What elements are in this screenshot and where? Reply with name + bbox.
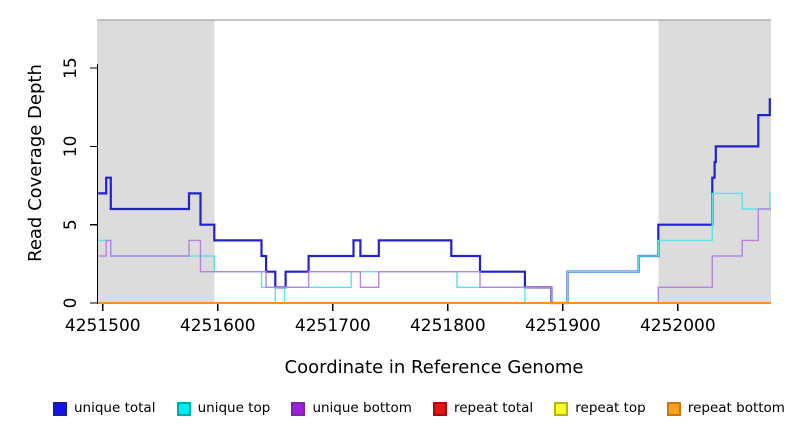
shaded-region-left — [97, 20, 215, 303]
x-tick-label: 4251800 — [410, 316, 486, 336]
legend-label: repeat bottom — [687, 400, 785, 417]
legend-label: repeat total — [453, 400, 534, 417]
x-tick-label: 4251700 — [295, 316, 371, 336]
y-axis-title: Read Coverage Depth — [25, 64, 46, 262]
x-tick-label: 4251600 — [180, 316, 256, 336]
x-axis-title: Coordinate in Reference Genome — [284, 357, 584, 378]
x-tick-label: 4251900 — [525, 316, 601, 336]
legend-swatch-icon — [554, 402, 569, 416]
coverage-chart: 0 5 10 15 4251500 4251600 4251700 4251800 425190… — [61, 19, 771, 336]
legend-swatch-icon — [176, 402, 191, 416]
legend-label: repeat top — [575, 400, 646, 417]
y-tick-label: 10 — [61, 136, 81, 158]
legend-item-repeat-top: repeat top — [554, 400, 646, 417]
y-tick-label: 0 — [61, 298, 81, 309]
legend-item-unique-top: unique top — [176, 400, 271, 417]
legend-swatch-icon — [291, 402, 306, 416]
legend-swatch-icon — [53, 402, 67, 416]
y-tick-label: 5 — [61, 219, 81, 230]
legend-item-unique-bottom: unique bottom — [291, 400, 412, 417]
legend-label: unique total — [74, 400, 156, 417]
legend-item-unique-total: unique total — [53, 402, 155, 416]
legend-swatch-icon — [432, 402, 447, 416]
legend-item-repeat-total: repeat total — [432, 400, 534, 417]
x-tick-label: 4251500 — [65, 316, 141, 336]
legend-label: unique top — [197, 400, 271, 417]
legend-item-repeat-bottom: repeat bottom — [666, 400, 785, 417]
legend-swatch-icon — [666, 402, 681, 416]
legend: unique total unique top unique bottom re… — [53, 396, 785, 422]
series-line-unique-total — [98, 98, 771, 305]
legend-label: unique bottom — [312, 400, 412, 417]
x-tick-label: 4252000 — [640, 316, 716, 336]
y-tick-label: 15 — [61, 57, 81, 79]
series-line-unique-bottom — [98, 208, 771, 304]
